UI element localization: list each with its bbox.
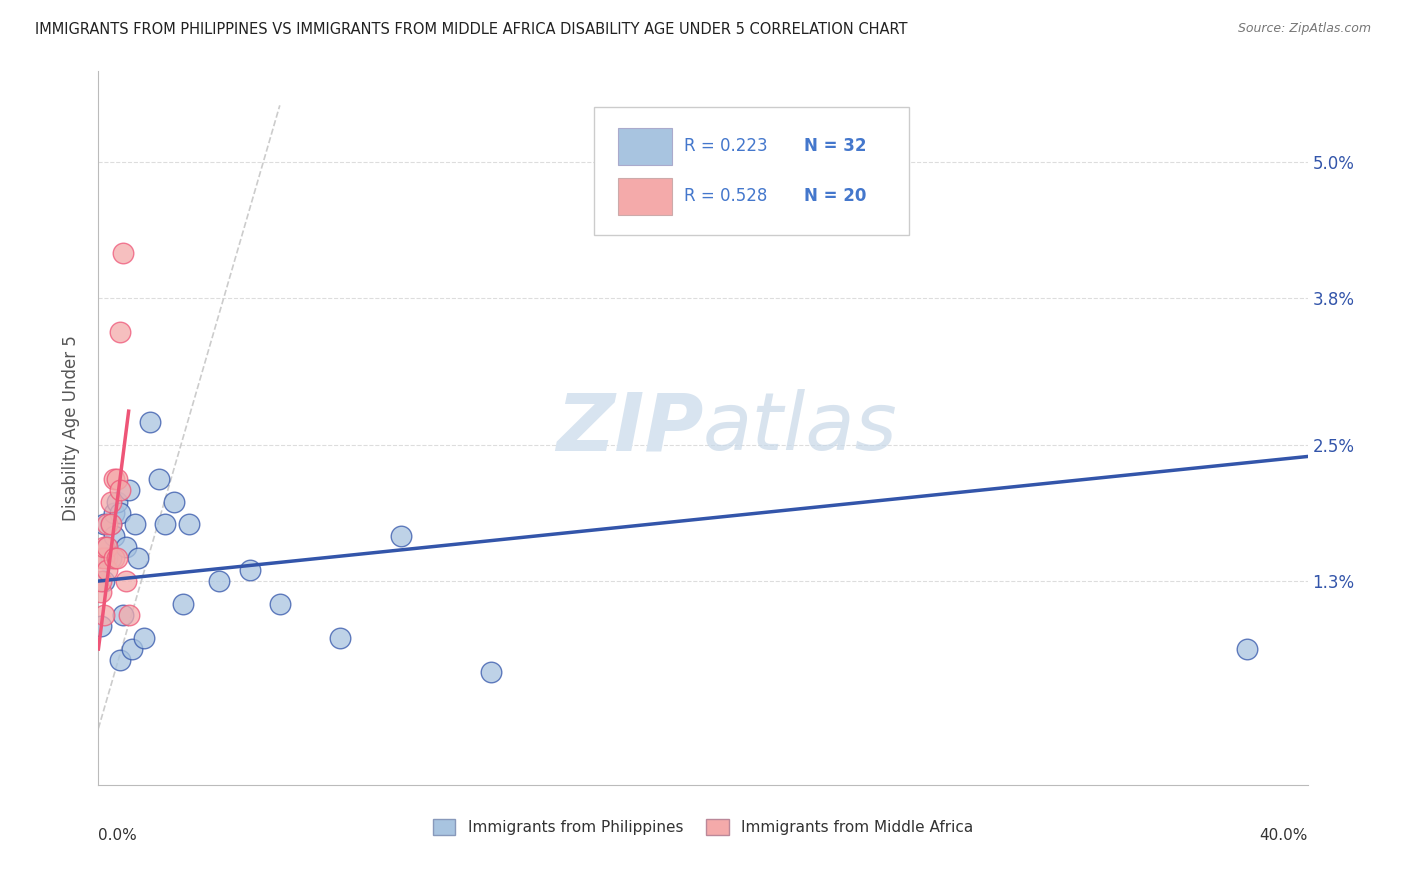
Point <box>208 574 231 588</box>
Point <box>111 245 134 260</box>
Point <box>90 574 112 588</box>
Point <box>96 540 118 554</box>
Point <box>96 540 118 554</box>
Point <box>108 653 131 667</box>
Y-axis label: Disability Age Under 5: Disability Age Under 5 <box>62 335 80 521</box>
Text: atlas: atlas <box>703 389 898 467</box>
Point <box>329 631 352 645</box>
Point <box>93 551 115 566</box>
Point <box>100 517 122 532</box>
Point <box>118 608 141 623</box>
Point <box>93 608 115 623</box>
Point <box>105 551 128 566</box>
Text: Source: ZipAtlas.com: Source: ZipAtlas.com <box>1237 22 1371 36</box>
Text: R = 0.223: R = 0.223 <box>683 137 768 155</box>
Text: ZIP: ZIP <box>555 389 703 467</box>
Point <box>139 416 162 430</box>
Point <box>114 574 136 588</box>
Point <box>108 325 131 339</box>
Point <box>108 506 131 520</box>
Point <box>179 517 201 532</box>
Point <box>389 529 412 543</box>
Point <box>118 483 141 498</box>
FancyBboxPatch shape <box>619 178 672 215</box>
Text: 40.0%: 40.0% <box>1260 828 1308 843</box>
Point <box>96 563 118 577</box>
Point <box>239 563 262 577</box>
Point <box>105 495 128 509</box>
FancyBboxPatch shape <box>619 128 672 165</box>
Point <box>124 517 146 532</box>
Point <box>121 642 143 657</box>
Legend: Immigrants from Philippines, Immigrants from Middle Africa: Immigrants from Philippines, Immigrants … <box>426 814 980 841</box>
Point <box>127 551 149 566</box>
Point <box>103 551 125 566</box>
Point <box>163 495 186 509</box>
Point <box>114 540 136 554</box>
Point <box>481 665 503 679</box>
Point <box>96 517 118 532</box>
Point <box>93 540 115 554</box>
Point <box>153 517 176 532</box>
Point <box>103 529 125 543</box>
Point <box>103 506 125 520</box>
Point <box>90 619 112 633</box>
Point <box>93 517 115 532</box>
Text: 0.0%: 0.0% <box>98 828 138 843</box>
Point <box>100 551 122 566</box>
Point <box>1236 642 1258 657</box>
Point <box>172 597 194 611</box>
Point <box>148 472 170 486</box>
Text: N = 20: N = 20 <box>804 187 866 205</box>
Point <box>105 472 128 486</box>
Point <box>100 517 122 532</box>
Point <box>90 551 112 566</box>
Point <box>108 483 131 498</box>
Point <box>103 472 125 486</box>
Point <box>100 495 122 509</box>
Point <box>111 608 134 623</box>
Text: N = 32: N = 32 <box>804 137 866 155</box>
FancyBboxPatch shape <box>595 107 908 235</box>
Text: R = 0.528: R = 0.528 <box>683 187 768 205</box>
Point <box>90 585 112 599</box>
Point <box>96 551 118 566</box>
Text: IMMIGRANTS FROM PHILIPPINES VS IMMIGRANTS FROM MIDDLE AFRICA DISABILITY AGE UNDE: IMMIGRANTS FROM PHILIPPINES VS IMMIGRANT… <box>35 22 908 37</box>
Point <box>93 574 115 588</box>
Point <box>269 597 291 611</box>
Point <box>132 631 155 645</box>
